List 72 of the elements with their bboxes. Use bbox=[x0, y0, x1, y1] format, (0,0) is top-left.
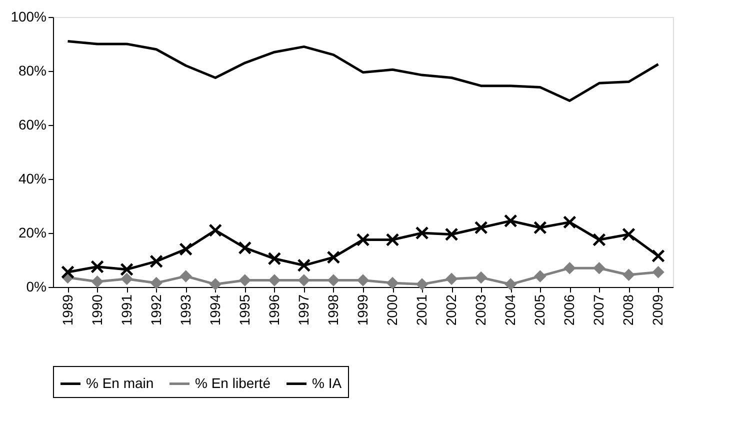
x-tick-label: 1993 bbox=[177, 294, 194, 326]
point bbox=[238, 274, 252, 286]
point bbox=[504, 214, 518, 228]
point bbox=[91, 275, 104, 288]
x-tick-label: 1995 bbox=[236, 294, 252, 326]
legend-label: % IA bbox=[312, 374, 342, 391]
point bbox=[238, 241, 252, 255]
point bbox=[504, 278, 517, 290]
point bbox=[622, 268, 635, 281]
point bbox=[208, 224, 222, 238]
point bbox=[268, 274, 281, 286]
y-tick-label: 0% bbox=[26, 278, 46, 294]
x-tick-label: 1996 bbox=[266, 294, 282, 326]
y-tick-label: 80% bbox=[18, 62, 46, 78]
point bbox=[90, 260, 104, 274]
x-tick-label: 2002 bbox=[443, 294, 460, 326]
x-tick-label: 1998 bbox=[324, 294, 341, 326]
point bbox=[474, 271, 488, 284]
point bbox=[445, 272, 458, 286]
x-tick-label: 2000 bbox=[384, 294, 400, 326]
point bbox=[356, 233, 370, 246]
legend-label: % En main bbox=[86, 374, 154, 391]
y-tick-label: 40% bbox=[18, 170, 46, 186]
point bbox=[297, 258, 311, 272]
point bbox=[564, 262, 576, 274]
legend-label: % En liberté bbox=[195, 374, 271, 391]
point bbox=[150, 276, 162, 290]
point bbox=[474, 220, 488, 234]
point bbox=[386, 233, 400, 246]
point bbox=[652, 249, 665, 263]
point bbox=[327, 274, 340, 286]
line-series bbox=[66, 40, 660, 102]
x-tick-label: 2005 bbox=[532, 294, 548, 326]
point bbox=[622, 228, 636, 242]
x-tick-label: 1991 bbox=[118, 294, 134, 326]
point bbox=[179, 242, 193, 256]
point bbox=[180, 270, 192, 282]
point bbox=[562, 215, 576, 229]
point bbox=[120, 272, 133, 286]
x-tick-label: 1989 bbox=[59, 294, 76, 326]
point bbox=[326, 250, 340, 264]
y-tick-label: 100% bbox=[10, 8, 46, 24]
point bbox=[386, 276, 399, 290]
x-tick-label: 1992 bbox=[148, 294, 164, 326]
y-tick-label: 60% bbox=[18, 116, 46, 132]
y-tick-label: 20% bbox=[18, 224, 46, 240]
x-tick-label: 2004 bbox=[502, 294, 518, 326]
x-tick-label: 1999 bbox=[354, 294, 370, 326]
point bbox=[356, 274, 370, 286]
point bbox=[444, 228, 458, 242]
x-tick-label: 1997 bbox=[295, 294, 312, 326]
point bbox=[533, 220, 547, 234]
point bbox=[120, 262, 134, 276]
x-tick-label: 2008 bbox=[620, 294, 636, 326]
x-tick-label: 2007 bbox=[590, 294, 607, 326]
point bbox=[592, 233, 606, 246]
point bbox=[209, 278, 222, 290]
x-tick-label: 2009 bbox=[650, 294, 666, 326]
point bbox=[652, 266, 664, 278]
x-tick-label: 1990 bbox=[88, 294, 105, 326]
point bbox=[298, 274, 310, 286]
point bbox=[150, 254, 164, 268]
point bbox=[534, 270, 546, 282]
point bbox=[61, 265, 74, 279]
point bbox=[415, 226, 429, 240]
x-tick-label: 1994 bbox=[206, 294, 223, 326]
x-tick-label: 2003 bbox=[472, 294, 489, 326]
point bbox=[593, 262, 606, 274]
point bbox=[268, 252, 282, 266]
x-tick-label: 2006 bbox=[561, 294, 578, 326]
point bbox=[416, 278, 428, 290]
x-tick-label: 2001 bbox=[414, 294, 430, 326]
